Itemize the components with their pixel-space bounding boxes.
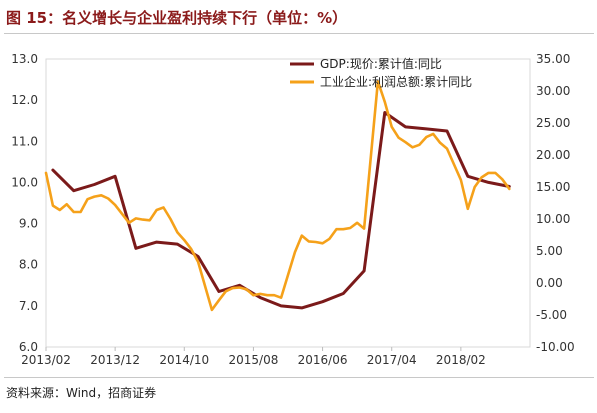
legend-label-gdp: GDP:现价:累计值:同比 <box>320 56 442 71</box>
y-right-tick-label: 5.00 <box>536 244 563 258</box>
profit-series-line <box>44 80 511 312</box>
title-divider <box>4 33 594 34</box>
y-left-tick-label: 12.0 <box>11 93 38 107</box>
y-left-tick-label: 9.0 <box>19 217 38 231</box>
x-tick-label: 2015/08 <box>228 353 278 367</box>
x-tick-label: 2016/06 <box>298 353 348 367</box>
y-right-tick-label: -5.00 <box>536 308 567 322</box>
y-right-tick-label: -10.00 <box>536 340 575 354</box>
source-note: 资料来源：Wind，招商证券 <box>6 386 157 400</box>
y-right-tick-label: 30.00 <box>536 84 570 98</box>
y-right-tick-label: 15.00 <box>536 180 570 194</box>
y-left-tick-label: 13.0 <box>11 52 38 66</box>
y-right-tick-label: 20.00 <box>536 148 570 162</box>
legend-label-profit: 工业企业:利润总额:累计同比 <box>320 74 472 89</box>
plot-frame <box>45 58 531 348</box>
gdp-series-line <box>51 111 511 310</box>
x-tick-label: 2013/02 <box>21 353 71 367</box>
y-left-tick-label: 7.0 <box>19 299 38 313</box>
y-right-tick-label: 35.00 <box>536 52 570 66</box>
y-left-tick-label: 8.0 <box>19 258 38 272</box>
y-left-tick-label: 11.0 <box>11 134 38 148</box>
source-divider <box>4 377 594 378</box>
x-tick-label: 2013/12 <box>90 353 140 367</box>
y-left-tick-label: 10.0 <box>11 175 38 189</box>
y-left-tick-label: 6.0 <box>19 340 38 354</box>
x-tick-label: 2017/04 <box>367 353 417 367</box>
x-tick-label: 2018/02 <box>436 353 486 367</box>
y-right-tick-label: 10.00 <box>536 212 570 226</box>
y-right-tick-label: 0.00 <box>536 276 563 290</box>
x-tick-label: 2014/10 <box>159 353 209 367</box>
chart-title: 图 15：名义增长与企业盈利持续下行（单位：%） <box>6 9 348 27</box>
y-right-tick-label: 25.00 <box>536 116 570 130</box>
